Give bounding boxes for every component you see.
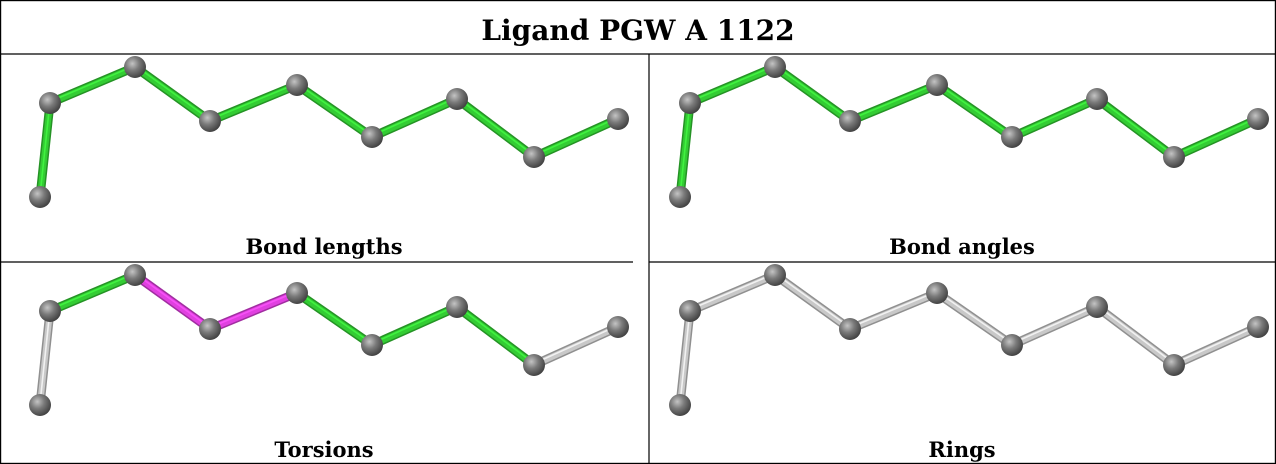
- atom-9: [607, 108, 629, 130]
- bond-8: [1169, 322, 1263, 370]
- atom-8: [1163, 146, 1185, 168]
- bond-5: [932, 288, 1017, 350]
- molecule-bond-angles: [669, 56, 1269, 208]
- atom-8: [523, 354, 545, 376]
- atom-4: [199, 318, 221, 340]
- bond-7: [452, 94, 539, 162]
- atom-5: [926, 282, 948, 304]
- atom-1: [29, 394, 51, 416]
- bond-1: [35, 306, 55, 410]
- panel-label-rings: Rings: [928, 437, 995, 462]
- bond-5: [292, 288, 377, 350]
- bond-4: [845, 80, 942, 126]
- bond-2: [685, 62, 780, 108]
- bond-7: [1092, 94, 1179, 162]
- atom-4: [199, 110, 221, 132]
- bond-2: [45, 270, 140, 316]
- bond-3: [770, 270, 855, 334]
- atom-8: [1163, 354, 1185, 376]
- panel-torsions: Torsions: [29, 264, 629, 462]
- atom-6: [1001, 126, 1023, 148]
- atom-7: [446, 296, 468, 318]
- atom-3: [124, 264, 146, 286]
- bond-8: [1169, 114, 1263, 162]
- bond-1: [675, 306, 695, 410]
- bond-6: [367, 302, 462, 350]
- molecule-rings: [669, 264, 1269, 416]
- atom-1: [29, 186, 51, 208]
- bond-1: [675, 98, 695, 202]
- bond-3: [770, 62, 855, 126]
- bond-6: [367, 94, 462, 142]
- panel-label-torsions: Torsions: [274, 437, 373, 462]
- atom-5: [926, 74, 948, 96]
- atom-4: [839, 110, 861, 132]
- bond-3: [130, 62, 215, 126]
- bond-2: [685, 270, 780, 316]
- panel-rings: Rings: [669, 264, 1269, 462]
- bond-5: [292, 80, 377, 142]
- atom-6: [1001, 334, 1023, 356]
- atom-3: [764, 56, 786, 78]
- bond-7: [452, 302, 539, 370]
- bond-6: [1007, 302, 1102, 350]
- panel-bond-angles: Bond angles: [669, 56, 1269, 259]
- bond-5: [932, 80, 1017, 142]
- atom-2: [679, 92, 701, 114]
- atom-3: [124, 56, 146, 78]
- figure-title: Ligand PGW A 1122: [481, 14, 794, 47]
- atom-2: [679, 300, 701, 322]
- panel-label-bond-angles: Bond angles: [889, 234, 1035, 259]
- atom-5: [286, 74, 308, 96]
- bond-4: [845, 288, 942, 334]
- atom-7: [446, 88, 468, 110]
- bond-6: [1007, 94, 1102, 142]
- atom-2: [39, 300, 61, 322]
- bond-7: [1092, 302, 1179, 370]
- bond-4: [205, 288, 302, 334]
- atom-2: [39, 92, 61, 114]
- bond-4: [205, 80, 302, 126]
- atom-9: [607, 316, 629, 338]
- bond-3: [130, 270, 215, 334]
- atom-9: [1247, 316, 1269, 338]
- atom-4: [839, 318, 861, 340]
- panel-label-bond-lengths: Bond lengths: [245, 234, 402, 259]
- atom-5: [286, 282, 308, 304]
- bond-8: [529, 322, 623, 370]
- atom-8: [523, 146, 545, 168]
- panel-bond-lengths: Bond lengths: [29, 56, 629, 259]
- atom-1: [669, 394, 691, 416]
- atom-7: [1086, 296, 1108, 318]
- bond-2: [45, 62, 140, 108]
- molecule-bond-lengths: [29, 56, 629, 208]
- atom-7: [1086, 88, 1108, 110]
- bond-1: [35, 98, 55, 202]
- atom-6: [361, 334, 383, 356]
- atom-1: [669, 186, 691, 208]
- atom-9: [1247, 108, 1269, 130]
- atom-3: [764, 264, 786, 286]
- bond-8: [529, 114, 623, 162]
- atom-6: [361, 126, 383, 148]
- molecule-torsions: [29, 264, 629, 416]
